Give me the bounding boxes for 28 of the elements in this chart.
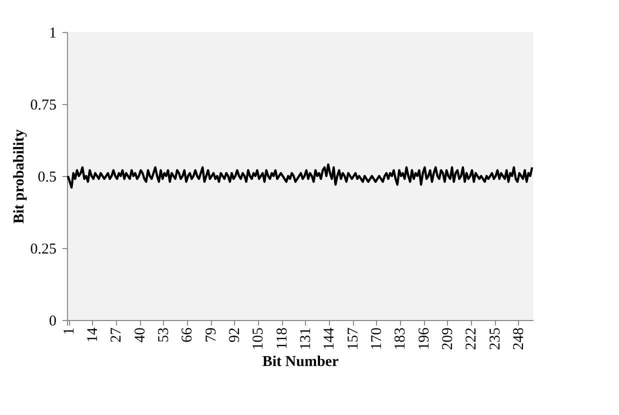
y-tick-label: 0.75 [30, 98, 56, 114]
x-tick-label: 105 [250, 328, 267, 350]
x-tick-label: 222 [464, 328, 480, 350]
x-tick-label: 79 [203, 328, 220, 342]
y-tick-label: 1 [49, 26, 56, 42]
y-tick-label: 0 [49, 314, 56, 330]
x-tick-label: 183 [392, 328, 409, 350]
x-axis-title: Bit Number [262, 354, 339, 370]
x-tick-label: 27 [108, 327, 125, 342]
x-tick-label: 66 [180, 327, 196, 342]
x-tick-label: 1 [61, 328, 78, 335]
x-tick-label: 235 [487, 328, 504, 350]
x-tick-label: 196 [416, 327, 432, 350]
x-tick-label: 144 [322, 327, 338, 350]
x-tick-label: 53 [156, 328, 172, 342]
x-tick-label: 118 [274, 328, 290, 350]
y-axis-title: Bit probability [11, 128, 28, 224]
x-tick-label: 14 [85, 327, 102, 342]
line-series [66, 163, 534, 189]
x-tick-label: 209 [440, 328, 456, 350]
x-tick-label: 131 [298, 328, 314, 350]
x-tick-label: 170 [369, 328, 386, 350]
x-tick-label: 157 [345, 327, 362, 350]
y-tick-label: 0.5 [38, 170, 56, 186]
x-tick-label: 92 [227, 328, 244, 342]
y-tick-label: 0.25 [30, 242, 56, 258]
x-tick-label: 40 [132, 328, 148, 342]
x-tick-label: 248 [511, 328, 528, 350]
